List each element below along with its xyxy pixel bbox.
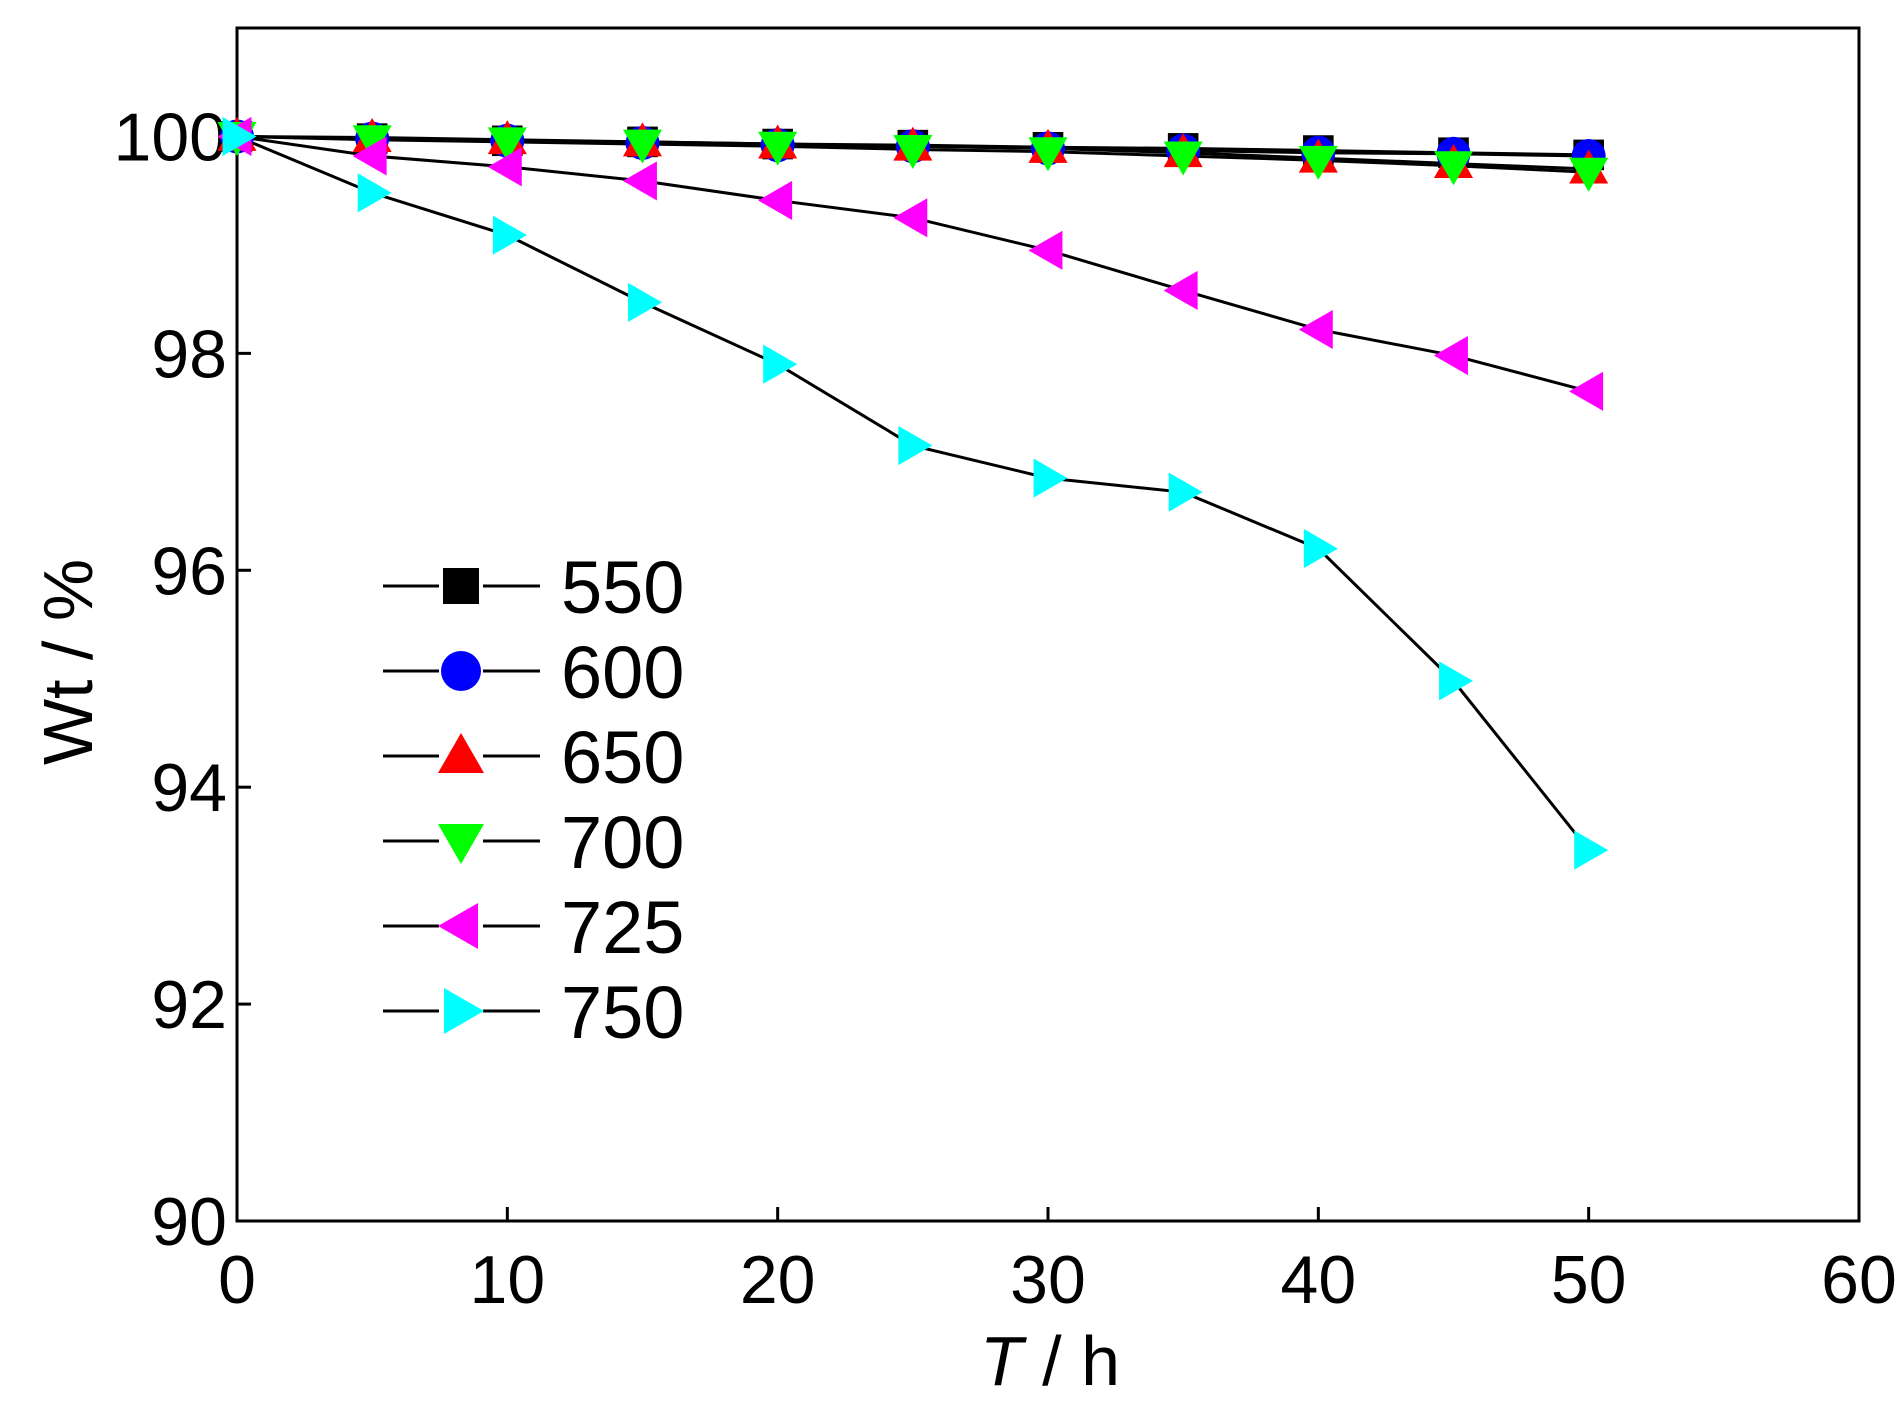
legend-marker-750 [444,988,484,1034]
data-point-725 [352,136,387,176]
series-lines [236,134,1590,852]
data-point-750 [628,282,663,322]
data-point-700 [893,135,933,170]
legend-marker-650 [438,733,484,773]
y-tick-label: 90 [151,1184,227,1260]
legend-entry-550: 550 [383,546,684,629]
y-axis-title: Wt / % [29,559,107,765]
data-point-700 [487,127,527,162]
x-tick-label: 30 [1010,1242,1086,1318]
legend-entry-750: 750 [383,971,684,1054]
data-point-750 [763,344,798,384]
series-line-750 [236,135,1590,852]
x-axis-title-unit: / h [1023,1322,1120,1400]
data-point-725 [487,147,522,187]
y-tick-label: 98 [151,316,227,392]
x-axis: 0 10 20 30 40 50 60 [218,1207,1897,1318]
data-point-725 [1028,230,1063,270]
legend-label: 550 [561,546,684,629]
x-tick-label: 0 [218,1242,256,1318]
data-point-750 [1439,661,1474,701]
y-tick-label: 94 [151,750,227,826]
legend-entry-600: 600 [383,631,684,714]
x-tick-label: 50 [1551,1242,1627,1318]
series-line-725 [236,134,1590,393]
legend-label: 700 [561,801,684,884]
data-point-750 [1033,458,1068,498]
data-point-725 [1569,371,1604,411]
data-point-750 [222,116,257,157]
data-point-725 [1433,335,1468,376]
data-point-700 [1433,151,1474,186]
x-tick-label: 40 [1281,1242,1357,1318]
legend-label: 600 [561,631,684,714]
data-point-725 [1163,270,1198,311]
legend-entry-700: 700 [383,801,684,884]
legend-label: 650 [561,716,684,799]
plot-frame [235,26,1861,1223]
series-markers [217,116,1609,870]
data-point-725 [1298,309,1333,350]
legend-marker-550 [443,568,479,604]
data-point-750 [357,173,392,213]
legend-marker-600 [441,651,481,691]
data-point-700 [1569,157,1609,192]
data-point-725 [758,180,793,220]
y-tick-label: 96 [151,533,227,609]
data-point-750 [1574,830,1609,870]
legend-entry-650: 650 [383,716,684,799]
data-point-700 [758,131,798,166]
data-point-725 [622,161,657,201]
y-tick-label: 100 [114,99,227,175]
data-point-725 [893,198,928,238]
data-point-700 [1298,145,1338,180]
legend-marker-700 [438,824,484,864]
data-point-750 [898,426,933,466]
data-point-750 [1168,472,1203,512]
x-tick-label: 60 [1821,1242,1897,1318]
data-point-750 [492,215,527,255]
y-axis: 90 92 94 96 98 100 [114,99,251,1260]
y-tick-label: 92 [151,967,227,1043]
data-point-700 [622,129,663,164]
x-axis-title-symbol: T [980,1322,1027,1400]
data-point-750 [1303,529,1338,569]
data-point-700 [352,125,392,160]
legend-marker-725 [438,903,478,949]
data-point-700 [1163,141,1203,176]
x-axis-title: T / h [980,1322,1120,1400]
data-point-700 [1028,137,1068,172]
legend-entry-725: 725 [383,886,684,969]
x-tick-label: 10 [470,1242,546,1318]
legend-label: 750 [561,971,684,1054]
x-tick-label: 20 [740,1242,816,1318]
legend-label: 725 [561,886,684,969]
